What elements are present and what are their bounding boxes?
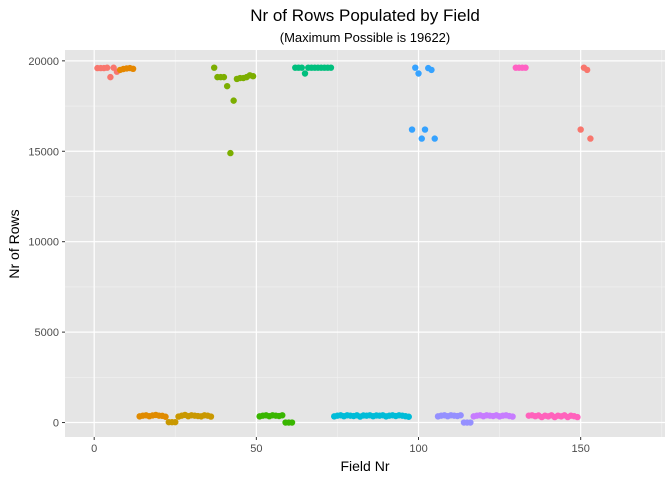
major-gridlines [65,50,665,437]
x-tick-label: 50 [250,443,262,455]
data-point [227,149,234,157]
data-point [467,419,474,426]
data-point [301,70,309,77]
y-tick-label: 5000 [35,327,59,339]
plot-panel [65,50,665,437]
data-point [207,413,215,420]
x-tick-label: 0 [91,443,97,455]
data-point [107,73,114,81]
data-point [418,135,425,142]
data-point [577,126,584,133]
y-axis-label: Nr of Rows [6,209,22,278]
y-tick-label: 15000 [28,146,59,158]
data-point [279,412,286,419]
y-tick-label: 0 [53,418,59,430]
data-point [428,66,435,74]
x-axis-label: Field Nr [340,458,389,474]
chart-title: Nr of Rows Populated by Field [250,6,480,25]
data-point [405,413,412,420]
data-point [415,70,422,77]
x-tick-label: 150 [571,443,589,455]
data-point [162,413,169,420]
data-point [223,82,231,90]
data-point [509,413,516,420]
chart-subtitle: (Maximum Possible is 19622) [280,30,451,45]
x-axis-ticks: 0 50 100 150 [91,437,590,455]
data-point [129,65,137,73]
x-tick-label: 100 [409,443,427,455]
data-point [587,135,594,142]
y-tick-label: 20000 [28,56,59,68]
data-point [327,64,335,71]
data-point [421,126,429,133]
data-point [574,413,581,421]
data-point [408,126,416,133]
y-tick-label: 10000 [28,237,59,249]
data-point [583,66,591,74]
data-point [249,73,257,80]
data-point [230,97,237,104]
data-point [457,412,464,419]
y-axis-ticks: 0 5000 10000 15000 20000 [28,56,65,430]
minor-gridlines [65,50,665,437]
data-point [431,135,438,142]
data-point [522,64,529,71]
data-point [220,73,228,81]
data-point [298,64,305,71]
data-point [210,64,218,71]
data-points [94,64,594,426]
data-point [103,64,111,71]
data-point [288,419,296,426]
data-point [412,64,419,71]
data-point [172,418,179,426]
